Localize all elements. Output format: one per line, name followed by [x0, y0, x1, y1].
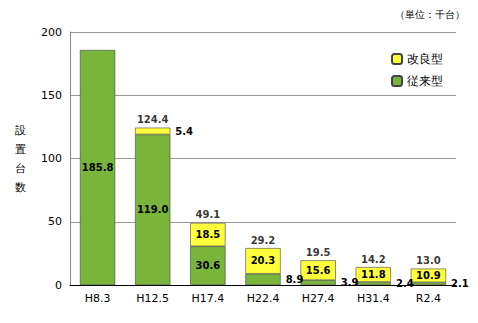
svg-text:13.0: 13.0 — [416, 255, 441, 266]
svg-text:15.6: 15.6 — [306, 265, 331, 276]
svg-text:H17.4: H17.4 — [191, 292, 224, 305]
svg-text:2.4: 2.4 — [396, 278, 414, 289]
svg-text:置: 置 — [15, 143, 26, 156]
svg-text:H22.4: H22.4 — [247, 292, 280, 305]
svg-text:119.0: 119.0 — [137, 204, 169, 215]
svg-text:従来型: 従来型 — [407, 74, 443, 88]
svg-text:3.9: 3.9 — [341, 277, 359, 288]
svg-text:R2.4: R2.4 — [416, 292, 441, 305]
svg-text:2.1: 2.1 — [451, 278, 469, 289]
svg-text:49.1: 49.1 — [196, 209, 221, 220]
svg-text:30.6: 30.6 — [196, 260, 221, 271]
svg-text:5.4: 5.4 — [175, 126, 193, 137]
svg-text:10.9: 10.9 — [416, 270, 441, 281]
svg-text:0: 0 — [55, 279, 62, 292]
svg-text:200: 200 — [41, 26, 62, 39]
svg-text:（単位：千台）: （単位：千台） — [395, 9, 465, 20]
svg-text:100: 100 — [41, 152, 62, 165]
svg-text:8.9: 8.9 — [286, 274, 304, 285]
svg-text:H8.3: H8.3 — [85, 292, 111, 305]
svg-text:19.5: 19.5 — [306, 247, 331, 258]
svg-text:50: 50 — [48, 215, 62, 228]
svg-text:改良型: 改良型 — [407, 52, 443, 66]
svg-text:14.2: 14.2 — [361, 254, 386, 265]
svg-text:11.8: 11.8 — [361, 269, 386, 280]
svg-text:150: 150 — [41, 89, 62, 102]
svg-text:H12.5: H12.5 — [136, 292, 169, 305]
svg-text:台: 台 — [15, 162, 26, 175]
svg-text:29.2: 29.2 — [251, 235, 276, 246]
svg-text:20.3: 20.3 — [251, 255, 276, 266]
svg-text:設: 設 — [15, 124, 26, 137]
svg-text:H31.4: H31.4 — [357, 292, 390, 305]
svg-text:185.8: 185.8 — [82, 162, 114, 173]
svg-text:数: 数 — [15, 181, 26, 194]
svg-text:18.5: 18.5 — [196, 229, 221, 240]
svg-text:H27.4: H27.4 — [302, 292, 335, 305]
svg-text:124.4: 124.4 — [137, 114, 169, 125]
